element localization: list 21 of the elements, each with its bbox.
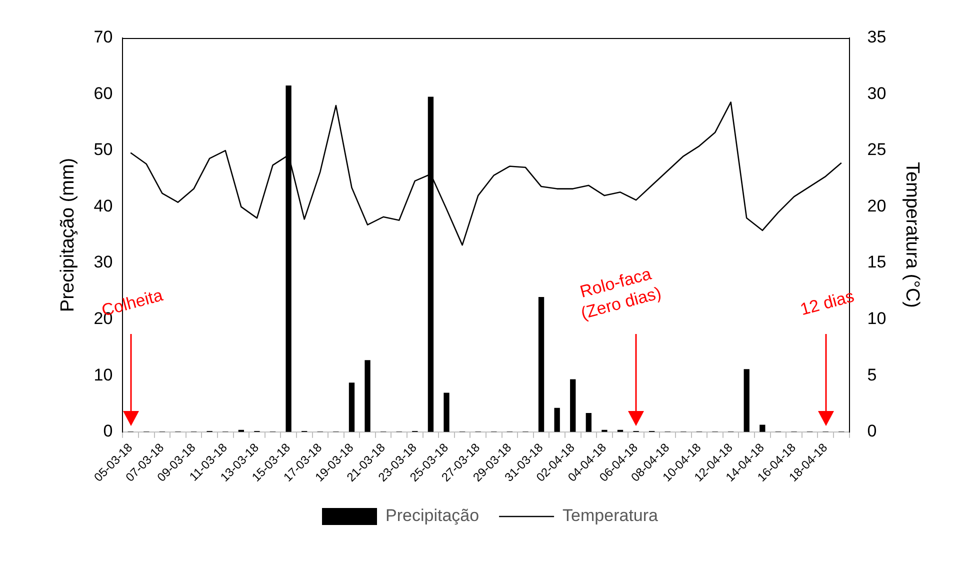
y2-tick-label: 35 [867,28,886,47]
y-tick-label: 0 [103,422,113,441]
y-tick-label: 60 [94,84,113,103]
y-tick-label: 50 [94,140,113,160]
legend-label: Precipitação [386,506,480,526]
y2-tick-label: 10 [867,309,886,328]
y2-tick-label: 15 [867,252,886,272]
y-axis-title: Precipitação (mm) [58,158,79,312]
ref-line-label: Rolo-faca (Zero dias) [578,264,664,323]
legend-label: Temperatura [562,506,659,526]
y-tick-label: 40 [94,196,113,216]
y2-tick-label: 20 [867,196,886,216]
y2-tick-label: 0 [867,422,877,441]
y2-axis-title: Temperatura (°C) [901,162,922,308]
ref-line-label: 12 dias [798,286,856,320]
y2-tick-label: 25 [867,140,886,160]
y-tick-label: 70 [94,28,113,47]
y-tick-label: 30 [94,252,113,272]
y2-tick-label: 30 [867,84,886,103]
y-tick-label: 10 [94,365,113,384]
y2-tick-label: 5 [867,365,877,384]
